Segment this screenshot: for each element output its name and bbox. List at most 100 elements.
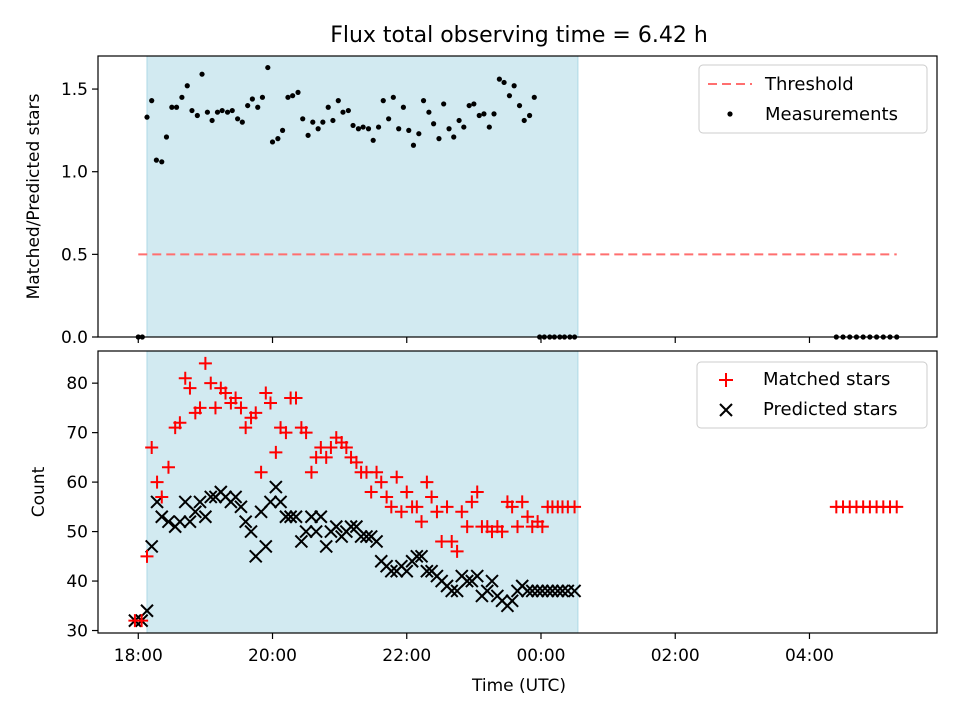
matched-stars-series xyxy=(128,356,904,628)
bottom-x-axis: 18:00 20:00 22:00 00:00 02:00 04:00 xyxy=(114,633,834,666)
matched-point xyxy=(324,440,338,454)
predicted-point xyxy=(567,584,582,598)
measurement-point xyxy=(441,101,447,107)
predicted-point xyxy=(551,584,565,598)
measurement-point xyxy=(310,119,316,125)
matched-point xyxy=(269,445,283,459)
matched-point xyxy=(140,549,154,563)
matched-point xyxy=(440,500,454,514)
predicted-point xyxy=(228,490,243,504)
matched-point xyxy=(254,465,268,479)
matched-point xyxy=(289,391,303,405)
matched-point xyxy=(470,485,484,499)
predicted-point xyxy=(535,584,550,598)
predicted-point xyxy=(460,574,474,588)
measurement-point xyxy=(456,117,462,124)
legend-predicted-label: Predicted stars xyxy=(763,399,897,420)
matched-point xyxy=(445,534,459,548)
matched-point xyxy=(890,500,904,514)
matched-point xyxy=(178,371,192,385)
xtick-label: 20:00 xyxy=(248,646,297,666)
predicted-point xyxy=(173,514,187,529)
predicted-point xyxy=(359,529,374,544)
measurement-point xyxy=(330,117,336,124)
bottom-panel: 30 40 50 60 70 80 18:00 20:00 22:00 00:00 02:00 04… xyxy=(29,350,938,696)
matched-point xyxy=(505,500,519,514)
bottom-axes-frame xyxy=(97,350,938,634)
measurement-point xyxy=(259,94,266,100)
matched-point xyxy=(161,460,175,474)
measurement-point xyxy=(461,124,467,130)
measurement-point xyxy=(360,124,366,130)
matched-point xyxy=(511,520,524,534)
matched-point xyxy=(384,500,398,514)
xtick-label: 00:00 xyxy=(516,646,565,666)
measurement-point xyxy=(184,83,190,89)
predicted-point xyxy=(540,584,555,598)
top-y-label: Matched/Predicted stars xyxy=(24,93,44,299)
matched-point xyxy=(239,421,253,435)
top-observing-span xyxy=(146,55,579,338)
predicted-point xyxy=(193,495,207,509)
matched-point xyxy=(229,391,243,405)
bottom-ytick-label: 30 xyxy=(66,622,88,642)
top-ytick-label: 1.5 xyxy=(61,80,88,100)
predicted-point xyxy=(238,514,253,529)
matched-point xyxy=(415,515,429,529)
matched-point xyxy=(339,440,353,454)
predicted-point xyxy=(259,539,273,554)
predicted-point xyxy=(299,524,313,539)
top-axes-frame xyxy=(97,55,938,338)
predicted-point xyxy=(309,524,323,539)
measurement-point xyxy=(269,139,276,145)
measurement-point xyxy=(526,112,533,119)
measurement-point xyxy=(466,102,472,109)
top-panel: 0.0 0.5 1.0 1.5 Matched/Predicted stars Thr… xyxy=(24,55,938,348)
predicted-point xyxy=(505,594,519,608)
matched-point xyxy=(173,416,187,430)
xtick-label: 04:00 xyxy=(785,646,834,666)
measurement-point xyxy=(179,94,185,100)
matched-point xyxy=(410,500,424,514)
measurement-point xyxy=(531,94,537,100)
xtick-label: 22:00 xyxy=(382,646,431,666)
measurement-point xyxy=(144,114,150,120)
matched-point xyxy=(515,495,529,509)
matched-point xyxy=(349,455,363,469)
matched-point xyxy=(420,475,434,489)
matched-point xyxy=(568,500,582,514)
bottom-observing-span xyxy=(146,350,579,634)
matched-point xyxy=(208,401,222,415)
matched-point xyxy=(364,485,378,499)
bottom-ytick-label: 70 xyxy=(66,424,88,444)
measurement-point xyxy=(153,157,159,163)
top-ytick-label: 0.5 xyxy=(61,245,88,265)
predicted-point xyxy=(445,584,459,598)
measurement-point xyxy=(245,102,251,109)
measurements-series xyxy=(135,64,900,340)
measurement-point xyxy=(255,104,261,110)
measurement-point xyxy=(380,98,386,104)
legend-measurements-swatch xyxy=(727,111,733,117)
measurement-point xyxy=(199,71,205,77)
measurement-point xyxy=(325,104,331,110)
legend-predicted-swatch xyxy=(719,403,733,417)
matched-point xyxy=(135,614,149,628)
predicted-point xyxy=(234,500,248,514)
predicted-point xyxy=(520,584,535,598)
measurement-point xyxy=(451,134,457,140)
matched-point xyxy=(304,465,318,479)
bottom-y-label: Count xyxy=(29,466,49,517)
matched-point xyxy=(249,406,263,420)
matched-point xyxy=(495,525,509,539)
measurement-point xyxy=(235,116,241,122)
predicted-point xyxy=(294,534,309,549)
measurement-point xyxy=(436,136,442,142)
predicted-point xyxy=(329,519,343,534)
matched-point xyxy=(145,440,159,454)
matched-point xyxy=(219,386,233,400)
bottom-legend-box xyxy=(696,361,928,429)
measurement-point xyxy=(229,107,235,114)
measurement-point xyxy=(516,102,523,109)
measurement-point xyxy=(476,112,482,119)
